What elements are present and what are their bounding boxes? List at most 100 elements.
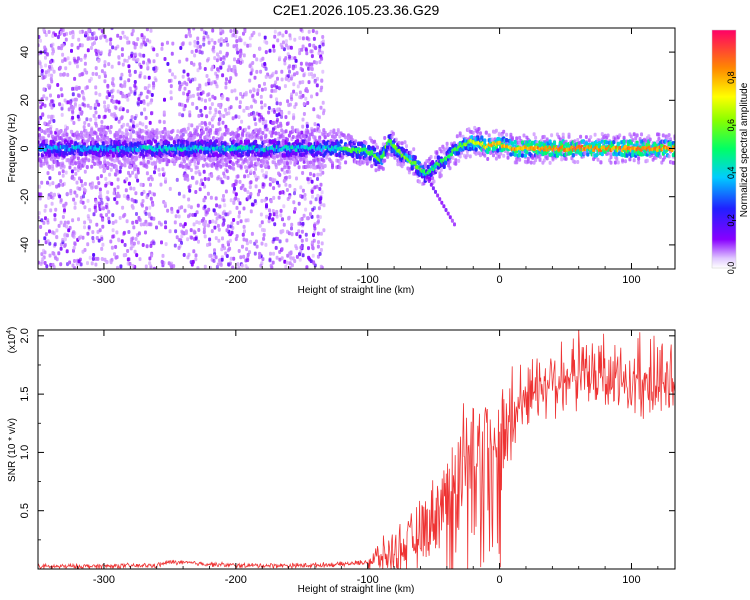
spectrogram-noise-cell bbox=[89, 76, 93, 81]
spectrogram-noise-cell bbox=[295, 176, 298, 181]
spectrogram-noise-cell bbox=[177, 214, 181, 219]
spectrogram-noise-cell bbox=[58, 171, 61, 176]
spectrogram-halo-cell bbox=[113, 134, 117, 139]
spectrogram-noise-cell bbox=[288, 102, 292, 107]
spectrogram-noise-cell bbox=[152, 241, 156, 246]
spectrogram-halo-cell bbox=[246, 161, 250, 166]
spectrogram-noise-cell bbox=[76, 114, 80, 119]
spectrogram-halo-cell bbox=[287, 165, 291, 170]
spectrogram-noise-cell bbox=[215, 203, 219, 208]
spectrogram-noise-cell bbox=[108, 49, 112, 54]
spectrogram-noise-cell bbox=[44, 232, 48, 237]
spectrogram-noise-cell bbox=[268, 182, 272, 187]
spectrogram-noise-cell bbox=[111, 77, 115, 82]
spectrogram-noise-cell bbox=[185, 173, 189, 178]
spectrogram-noise-cell bbox=[120, 72, 124, 77]
spectrogram-noise-cell bbox=[66, 100, 70, 105]
spectrogram-halo-cell bbox=[65, 132, 69, 137]
spectrogram-halo-cell bbox=[122, 135, 126, 139]
spectrogram-noise-cell bbox=[285, 188, 289, 192]
spectrogram-noise-cell bbox=[239, 255, 243, 260]
spectrogram-noise-cell bbox=[270, 88, 274, 93]
spectrogram-noise-cell bbox=[96, 256, 100, 261]
spectrogram-halo-cell bbox=[397, 140, 401, 145]
spectrogram-halo-cell bbox=[123, 159, 127, 164]
spectrogram-noise-cell bbox=[168, 186, 172, 191]
spectrogram-noise-cell bbox=[38, 211, 41, 216]
spectrogram-halo-cell bbox=[270, 133, 274, 138]
spectrogram-noise-cell bbox=[248, 43, 252, 48]
spectrogram-halo-cell bbox=[77, 133, 81, 138]
spectrogram-halo-cell bbox=[370, 164, 374, 169]
spectrogram-noise-cell bbox=[268, 177, 272, 181]
spectrogram-noise-cell bbox=[273, 34, 277, 39]
spectrogram-band-cell bbox=[209, 139, 213, 144]
spectrogram-noise-cell bbox=[51, 42, 55, 47]
spectrogram-halo-cell bbox=[257, 135, 260, 140]
spectrogram-noise-cell bbox=[122, 122, 126, 127]
spectrogram-band-cell bbox=[48, 153, 52, 158]
spectrogram-noise-cell bbox=[298, 36, 302, 40]
spectrogram-noise-cell bbox=[293, 207, 297, 211]
spectrogram-noise-cell bbox=[101, 224, 105, 229]
spectrogram-halo-cell bbox=[104, 130, 108, 135]
spectrogram-noise-cell bbox=[58, 194, 62, 199]
spectrogram-noise-cell bbox=[49, 93, 52, 98]
spectrogram-halo-cell bbox=[264, 133, 268, 138]
spectrogram-noise-cell bbox=[320, 241, 324, 246]
spectrogram-noise-cell bbox=[298, 90, 302, 95]
spectrogram-noise-cell bbox=[59, 262, 63, 267]
spectrogram-noise-cell bbox=[91, 230, 95, 235]
spectrogram-noise-cell bbox=[147, 75, 151, 80]
spectrogram-noise-cell bbox=[213, 96, 217, 101]
spectrogram-noise-cell bbox=[117, 100, 121, 105]
spectrogram-noise-cell bbox=[263, 62, 267, 66]
spectrogram-halo-cell bbox=[64, 128, 68, 133]
spectrogram-halo-cell bbox=[138, 134, 142, 139]
spectrogram-noise-cell bbox=[260, 168, 264, 173]
spectrogram-noise-cell bbox=[263, 198, 267, 203]
spectrogram-noise-cell bbox=[238, 100, 242, 105]
spectrogram-noise-cell bbox=[205, 114, 209, 119]
spectrogram-noise-cell bbox=[60, 43, 64, 48]
spectrogram-noise-cell bbox=[49, 262, 53, 267]
spectrogram-noise-cell bbox=[241, 232, 245, 237]
spectrogram-halo-cell bbox=[72, 155, 76, 160]
spectrogram-noise-cell bbox=[92, 253, 96, 257]
spectrogram-noise-cell bbox=[51, 47, 55, 52]
spectrogram-noise-cell bbox=[141, 199, 145, 203]
spectrogram-noise-cell bbox=[141, 243, 145, 247]
spectrogram-noise-cell bbox=[86, 198, 90, 203]
spectrogram-noise-cell bbox=[72, 197, 76, 202]
spectrogram-noise-cell bbox=[318, 60, 322, 65]
spectrogram-noise-cell bbox=[173, 75, 177, 80]
spectrogram-noise-cell bbox=[103, 79, 107, 84]
spectrogram-band-cell bbox=[151, 152, 155, 157]
spectrogram-noise-cell bbox=[109, 125, 113, 129]
spectrogram-noise-cell bbox=[196, 36, 200, 41]
spectrogram-noise-cell bbox=[221, 120, 225, 125]
spectrogram-noise-cell bbox=[254, 122, 258, 127]
spectrogram-noise-cell bbox=[217, 55, 221, 60]
spectrogram-noise-cell bbox=[278, 101, 282, 106]
spectrogram-noise-cell bbox=[178, 87, 182, 92]
spectrogram-noise-cell bbox=[274, 80, 278, 85]
spectrogram-noise-cell bbox=[239, 219, 243, 224]
spectrogram-noise-cell bbox=[203, 264, 207, 269]
spectrogram-noise-cell bbox=[135, 212, 138, 216]
spectrogram-noise-cell bbox=[104, 176, 108, 181]
spectrogram-noise-cell bbox=[312, 173, 316, 178]
spectrogram-noise-cell bbox=[304, 207, 308, 212]
spectrogram-noise-cell bbox=[251, 61, 255, 65]
spectrogram-halo-cell bbox=[230, 161, 234, 166]
spectrogram-band-cell bbox=[153, 139, 158, 144]
spectrogram-noise-cell bbox=[206, 58, 209, 63]
spectrogram-noise-cell bbox=[201, 90, 205, 95]
spectrogram-band-cell bbox=[149, 141, 153, 146]
spectrogram-noise-cell bbox=[163, 57, 167, 61]
spectrogram-noise-cell bbox=[197, 113, 201, 118]
spectrogram-noise-cell bbox=[183, 86, 187, 91]
spectrogram-band-cell bbox=[294, 151, 298, 156]
spectrogram-noise-cell bbox=[251, 94, 255, 99]
spectrogram-noise-cell bbox=[204, 212, 208, 217]
